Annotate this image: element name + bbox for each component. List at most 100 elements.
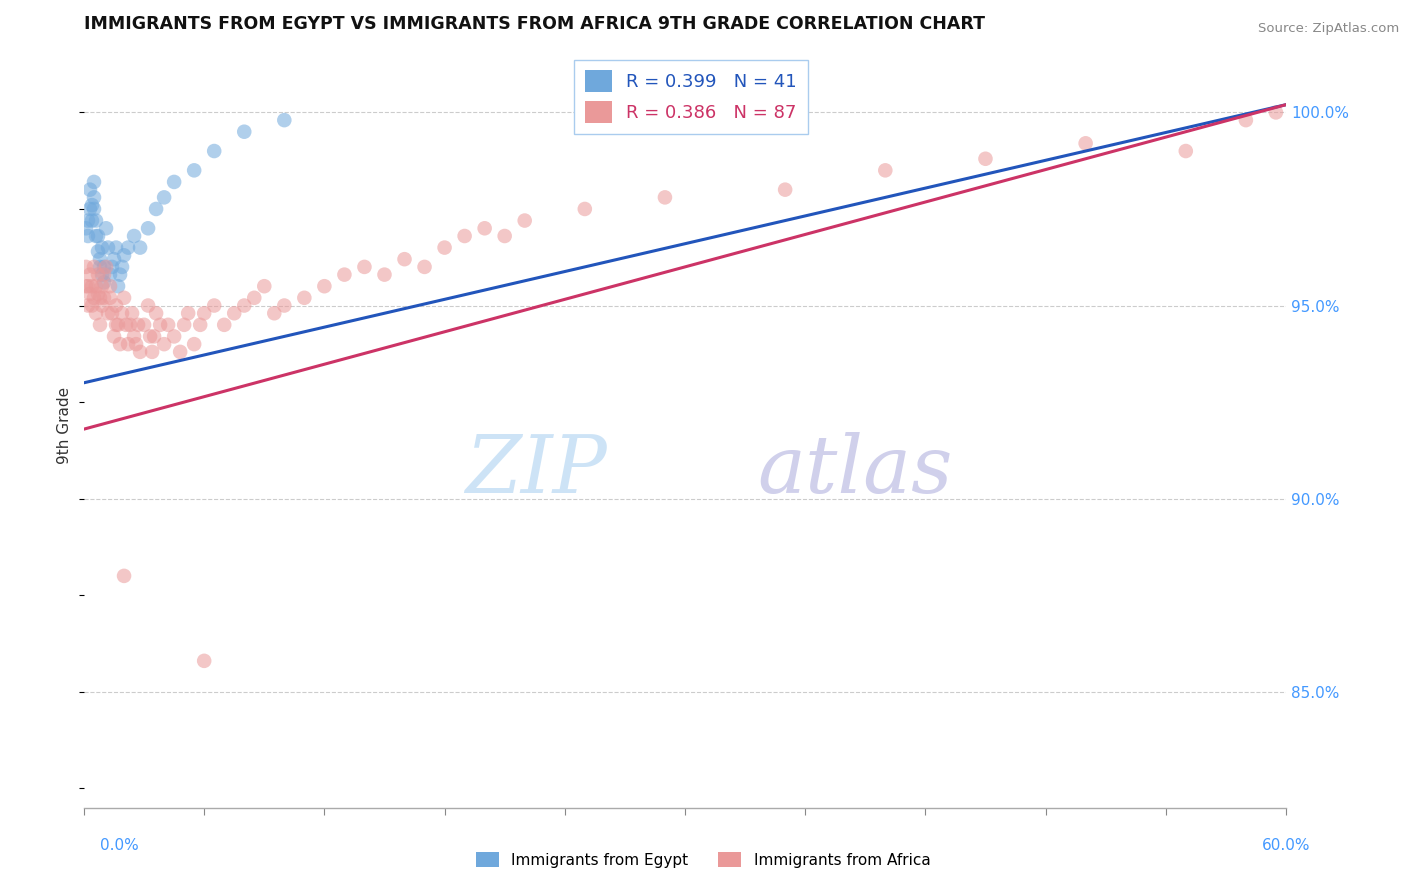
Point bbox=[292, 291, 315, 305]
Point bbox=[83, 190, 105, 204]
Point bbox=[173, 318, 195, 332]
Point bbox=[112, 569, 135, 583]
Point bbox=[89, 260, 111, 274]
Point bbox=[89, 291, 111, 305]
Point bbox=[107, 318, 129, 332]
Point bbox=[353, 260, 375, 274]
Text: 0.0%: 0.0% bbox=[100, 838, 139, 854]
Point bbox=[153, 337, 176, 351]
Point bbox=[120, 318, 142, 332]
Point bbox=[94, 221, 117, 235]
Point bbox=[103, 252, 125, 267]
Point bbox=[115, 318, 138, 332]
Point bbox=[193, 654, 215, 668]
Point bbox=[136, 299, 159, 313]
Point bbox=[83, 291, 105, 305]
Point bbox=[97, 241, 120, 255]
Point bbox=[224, 306, 246, 320]
Point bbox=[83, 175, 105, 189]
Point bbox=[97, 306, 120, 320]
Point bbox=[117, 337, 139, 351]
Point bbox=[91, 241, 114, 255]
Point bbox=[433, 241, 456, 255]
Point bbox=[513, 213, 536, 227]
Point bbox=[132, 318, 155, 332]
Point bbox=[875, 163, 897, 178]
Point bbox=[93, 260, 115, 274]
Point bbox=[233, 125, 256, 139]
Point bbox=[394, 252, 416, 267]
Point bbox=[153, 190, 176, 204]
Point bbox=[79, 287, 101, 301]
Point bbox=[93, 276, 115, 290]
Point bbox=[233, 299, 256, 313]
Point bbox=[145, 202, 167, 216]
Point bbox=[101, 260, 124, 274]
Point bbox=[145, 306, 167, 320]
Point bbox=[87, 229, 110, 244]
Point bbox=[91, 299, 114, 313]
Point bbox=[80, 213, 103, 227]
Point bbox=[111, 260, 134, 274]
Point bbox=[101, 306, 124, 320]
Point bbox=[333, 268, 356, 282]
Point bbox=[77, 299, 100, 313]
Text: ZIP: ZIP bbox=[465, 433, 607, 510]
Point bbox=[149, 318, 172, 332]
Point bbox=[91, 279, 114, 293]
Point bbox=[77, 279, 100, 293]
Point bbox=[163, 175, 186, 189]
Text: atlas: atlas bbox=[756, 433, 952, 510]
Point bbox=[139, 329, 162, 343]
Point bbox=[122, 229, 145, 244]
Point bbox=[773, 183, 796, 197]
Point bbox=[122, 329, 145, 343]
Point bbox=[177, 306, 200, 320]
Legend: Immigrants from Egypt, Immigrants from Africa: Immigrants from Egypt, Immigrants from A… bbox=[470, 846, 936, 873]
Point bbox=[75, 279, 97, 293]
Point bbox=[183, 337, 205, 351]
Point bbox=[105, 299, 128, 313]
Point bbox=[80, 279, 103, 293]
Point bbox=[79, 268, 101, 282]
Point bbox=[143, 329, 166, 343]
Point bbox=[83, 202, 105, 216]
Point bbox=[136, 221, 159, 235]
Point bbox=[98, 291, 121, 305]
Point bbox=[84, 279, 107, 293]
Point bbox=[263, 306, 285, 320]
Point bbox=[1174, 144, 1197, 158]
Point bbox=[89, 318, 111, 332]
Point bbox=[1234, 113, 1257, 128]
Point bbox=[129, 241, 152, 255]
Point bbox=[183, 163, 205, 178]
Legend: R = 0.399   N = 41, R = 0.386   N = 87: R = 0.399 N = 41, R = 0.386 N = 87 bbox=[574, 60, 807, 135]
Point bbox=[77, 229, 100, 244]
Point bbox=[98, 268, 121, 282]
Point bbox=[127, 318, 149, 332]
Point bbox=[87, 244, 110, 259]
Point bbox=[125, 337, 148, 351]
Point bbox=[89, 252, 111, 267]
Point bbox=[93, 291, 115, 305]
Point bbox=[84, 306, 107, 320]
Point bbox=[494, 229, 516, 244]
Point bbox=[974, 152, 997, 166]
Point bbox=[77, 213, 100, 227]
Point bbox=[87, 287, 110, 301]
Point bbox=[141, 344, 163, 359]
Point bbox=[243, 291, 266, 305]
Point bbox=[84, 229, 107, 244]
Point bbox=[83, 260, 105, 274]
Point bbox=[105, 318, 128, 332]
Point bbox=[108, 337, 131, 351]
Point bbox=[574, 202, 596, 216]
Point bbox=[1074, 136, 1097, 151]
Point bbox=[80, 198, 103, 212]
Point bbox=[103, 329, 125, 343]
Point bbox=[314, 279, 336, 293]
Point bbox=[75, 260, 97, 274]
Point bbox=[75, 221, 97, 235]
Point bbox=[163, 329, 186, 343]
Point bbox=[84, 213, 107, 227]
